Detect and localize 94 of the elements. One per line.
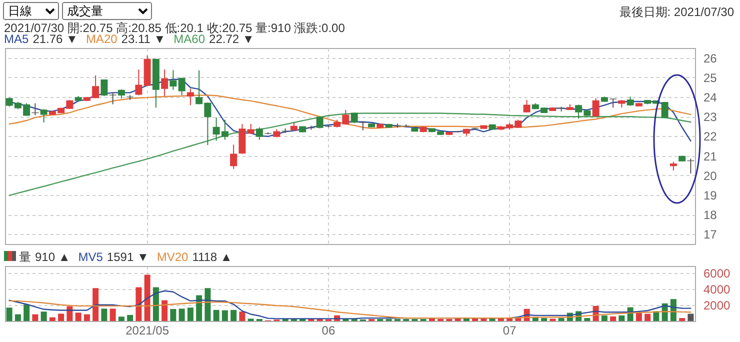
bar xyxy=(618,315,625,321)
y-tick-label: 17 xyxy=(704,228,718,242)
bar xyxy=(101,308,108,321)
bar xyxy=(541,318,548,321)
text: 22.72 ▼ xyxy=(209,32,254,46)
candlestick xyxy=(626,96,634,106)
bar xyxy=(239,312,246,321)
candlestick xyxy=(32,102,39,116)
bar xyxy=(24,304,30,321)
line-series xyxy=(8,300,692,319)
candlestick xyxy=(592,98,600,118)
candlestick xyxy=(316,116,324,129)
text: 1118 ▲ xyxy=(192,250,232,264)
candlestick xyxy=(40,108,48,123)
bar xyxy=(178,308,185,321)
candlestick xyxy=(238,124,246,154)
bar xyxy=(601,315,608,321)
y-tick-label: 6000 xyxy=(704,266,731,281)
bar xyxy=(204,288,211,321)
candlestick xyxy=(161,69,168,97)
bar xyxy=(152,287,159,321)
candlestick xyxy=(230,144,238,170)
candlestick xyxy=(109,92,116,105)
candlestick xyxy=(610,98,617,108)
y-tick-label: 23 xyxy=(704,110,718,124)
text: MV20 xyxy=(156,250,188,264)
candlestick xyxy=(247,123,254,135)
bar xyxy=(679,318,686,321)
bar xyxy=(75,312,82,321)
candlestick xyxy=(135,69,142,96)
bar xyxy=(110,308,116,321)
x-tick-label: 06 xyxy=(322,324,336,338)
y-tick-label: 21 xyxy=(704,149,718,164)
text: MA60 xyxy=(174,32,206,46)
text: MA5 xyxy=(4,32,29,46)
bar xyxy=(162,300,168,321)
bar xyxy=(136,287,142,321)
bar xyxy=(428,318,435,321)
text: MV5 xyxy=(78,250,103,264)
bar xyxy=(636,312,642,321)
y-tick-label: 4000 xyxy=(704,282,731,297)
bar xyxy=(144,274,150,321)
y-tick-label: 2000 xyxy=(704,298,731,313)
bar xyxy=(92,288,99,321)
bar xyxy=(558,318,564,321)
candlestick xyxy=(186,88,194,106)
bar xyxy=(170,308,176,321)
bar xyxy=(58,314,64,321)
bar xyxy=(40,312,47,321)
y-tick-label: 22 xyxy=(704,130,718,144)
bar xyxy=(32,314,38,321)
bar xyxy=(610,316,616,321)
candlestick xyxy=(170,70,177,90)
bar xyxy=(454,318,461,321)
candlestick xyxy=(118,88,125,100)
candlestick xyxy=(661,101,668,118)
bar xyxy=(644,314,651,321)
bar xyxy=(472,318,478,321)
legend-label: 量 xyxy=(19,250,31,264)
x-tick-label: 2021/05 xyxy=(126,324,170,338)
dropdown-select: 日線 xyxy=(3,2,59,20)
bar xyxy=(84,314,90,321)
bar xyxy=(118,316,124,321)
dropdown-select: 成交量 xyxy=(62,2,152,20)
candlestick xyxy=(100,78,108,97)
bar xyxy=(213,310,220,321)
bar xyxy=(489,318,496,321)
bar xyxy=(14,314,21,321)
text: 910 ▲ xyxy=(35,250,70,264)
bar xyxy=(6,308,12,321)
bar xyxy=(584,318,590,321)
candlestick xyxy=(523,99,530,113)
text: MA20 xyxy=(86,32,118,46)
bar xyxy=(688,314,694,321)
y-tick-label: 25 xyxy=(704,70,718,85)
y-tick-label: 20 xyxy=(704,168,718,183)
y-tick-label: 18 xyxy=(704,208,718,222)
candlestick xyxy=(687,158,694,174)
text: 最後日期: 2021/07/30 xyxy=(619,4,734,21)
candlestick xyxy=(178,78,186,96)
chart-subtitle: 2021/07/30 開:20.75 高:20.85 低:20.1 收:20.75 量:910 漲跌:0.00 xyxy=(4,20,345,35)
candlestick xyxy=(350,112,358,124)
y-tick-label: 26 xyxy=(704,51,718,66)
y-tick-label: 24 xyxy=(704,90,718,104)
text: 23.11 ▼ xyxy=(121,32,166,46)
text: 1591 ▼ xyxy=(106,250,149,264)
bar xyxy=(222,310,228,321)
bar xyxy=(230,310,237,321)
y-tick-label: 19 xyxy=(704,188,718,202)
x-tick-label: 07 xyxy=(502,324,517,338)
bar xyxy=(49,317,56,321)
bar xyxy=(187,308,194,321)
bar xyxy=(127,314,134,321)
candlestick xyxy=(256,126,263,140)
